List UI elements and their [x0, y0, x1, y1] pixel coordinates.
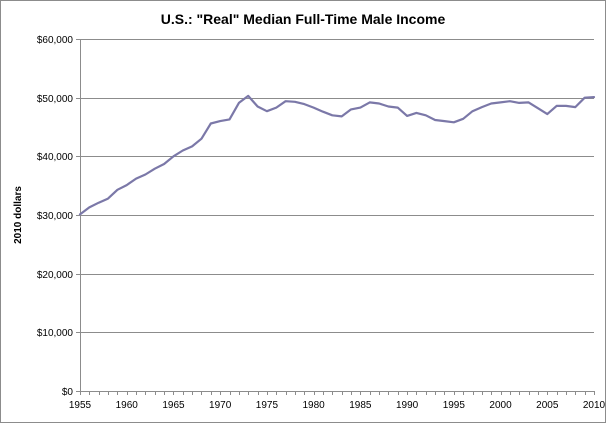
y-tick-label: $30,000	[37, 211, 74, 222]
x-tick-label: 2005	[536, 400, 559, 411]
y-tick-label: $40,000	[37, 152, 74, 163]
y-tick-label: $20,000	[37, 270, 74, 281]
x-tick-label: 1970	[209, 400, 232, 411]
x-tick-label: 1985	[349, 400, 372, 411]
x-tick-label: 1980	[303, 400, 326, 411]
x-tick-label: 1965	[162, 400, 185, 411]
x-tick-label: 1995	[443, 400, 466, 411]
x-tick-label: 2000	[489, 400, 512, 411]
x-tick-label: 1975	[256, 400, 279, 411]
x-tick-label: 1955	[69, 400, 92, 411]
y-tick-label: $60,000	[37, 35, 74, 46]
series-layer	[78, 94, 596, 216]
x-tick-label: 1960	[116, 400, 139, 411]
x-tick-label: 1990	[396, 400, 419, 411]
chart-title: U.S.: "Real" Median Full-Time Male Incom…	[161, 11, 446, 27]
x-tick-label: 2010	[583, 400, 605, 411]
x-axis-ticks: 1955 1960 1965 1970 1975 1980 1985 1990 1995 2000…	[69, 391, 605, 411]
y-tick-label: $50,000	[37, 94, 74, 105]
series-line	[78, 94, 596, 216]
y-axis-ticks: $0 $10,000 $20,000 $30,000 $40,000 $50,000 $60…	[37, 35, 80, 398]
y-axis-title: 2010 dollars	[13, 186, 24, 244]
y-tick-label: $10,000	[37, 328, 74, 339]
y-tick-label: $0	[62, 387, 74, 398]
gridlines	[80, 39, 594, 333]
